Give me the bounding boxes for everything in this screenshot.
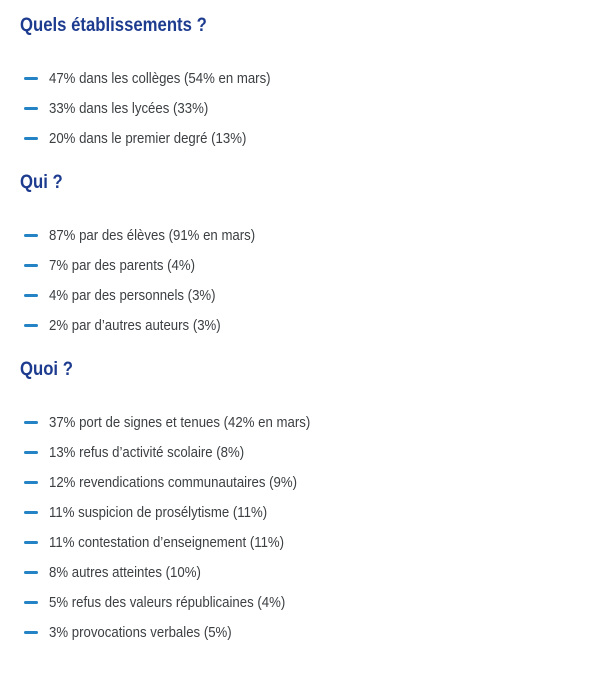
dash-bullet-icon <box>24 421 38 424</box>
dash-bullet-icon <box>24 77 38 80</box>
dash-bullet-icon <box>24 481 38 484</box>
section-title: Qui ? <box>20 170 592 196</box>
stat-text: 11% contestation d’enseignement (11%) <box>49 534 285 551</box>
section-title-text: Qui ? <box>20 172 63 193</box>
stat-text: 2% par d’autres auteurs (3%) <box>49 317 221 334</box>
dash-bullet-icon <box>24 451 38 454</box>
stat-text: 3% provocations verbales (5%) <box>49 624 232 641</box>
dash-bullet-icon <box>24 324 38 327</box>
stat-text: 20% dans le premier degré (13%) <box>49 130 247 147</box>
dash-bullet-icon <box>24 571 38 574</box>
list-item: 87% par des élèves (91% en mars) <box>20 228 592 243</box>
list-item: 33% dans les lycées (33%) <box>20 101 592 116</box>
section-title-text: Quels établissements ? <box>20 15 207 36</box>
section-title-text: Quoi ? <box>20 359 73 380</box>
stat-text: 13% refus d’activité scolaire (8%) <box>49 444 245 461</box>
dash-bullet-icon <box>24 601 38 604</box>
dash-bullet-icon <box>24 631 38 634</box>
stat-text: 12% revendications communautaires (9%) <box>49 474 297 491</box>
stat-text: 4% par des personnels (3%) <box>49 287 216 304</box>
list-item: 20% dans le premier degré (13%) <box>20 131 592 146</box>
list-item: 5% refus des valeurs républicaines (4%) <box>20 595 592 610</box>
dash-bullet-icon <box>24 294 38 297</box>
section-2: Qui ? 87% par des élèves (91% en mars) 7% … <box>20 170 592 333</box>
dash-bullet-icon <box>24 234 38 237</box>
dash-bullet-icon <box>24 137 38 140</box>
list-item: 4% par des personnels (3%) <box>20 288 592 303</box>
stat-list: 47% dans les collèges (54% en mars) 33% d… <box>20 71 592 146</box>
dash-bullet-icon <box>24 541 38 544</box>
list-item: 13% refus d’activité scolaire (8%) <box>20 445 592 460</box>
section-title: Quels établissements ? <box>20 13 592 39</box>
list-item: 47% dans les collèges (54% en mars) <box>20 71 592 86</box>
list-item: 11% contestation d’enseignement (11%) <box>20 535 592 550</box>
content: Quels établissements ? 47% dans les collè… <box>20 13 592 640</box>
stat-text: 33% dans les lycées (33%) <box>49 100 209 117</box>
section-3: Quoi ? 37% port de signes et tenues (42% … <box>20 357 592 640</box>
dash-bullet-icon <box>24 511 38 514</box>
list-item: 2% par d’autres auteurs (3%) <box>20 318 592 333</box>
list-item: 11% suspicion de prosélytisme (11%) <box>20 505 592 520</box>
list-item: 3% provocations verbales (5%) <box>20 625 592 640</box>
stat-text: 47% dans les collèges (54% en mars) <box>49 70 271 87</box>
stat-text: 7% par des parents (4%) <box>49 257 196 274</box>
stat-text: 37% port de signes et tenues (42% en mar… <box>49 414 311 431</box>
section-1: Quels établissements ? 47% dans les collè… <box>20 13 592 146</box>
section-title: Quoi ? <box>20 357 592 383</box>
list-item: 8% autres atteintes (10%) <box>20 565 592 580</box>
stat-text: 87% par des élèves (91% en mars) <box>49 227 256 244</box>
list-item: 37% port de signes et tenues (42% en mar… <box>20 415 592 430</box>
stat-text: 11% suspicion de prosélytisme (11%) <box>49 504 268 521</box>
list-item: 7% par des parents (4%) <box>20 258 592 273</box>
stat-text: 5% refus des valeurs républicaines (4%) <box>49 594 286 611</box>
stat-text: 8% autres atteintes (10%) <box>49 564 201 581</box>
stat-list: 37% port de signes et tenues (42% en mar… <box>20 415 592 640</box>
dash-bullet-icon <box>24 107 38 110</box>
list-item: 12% revendications communautaires (9%) <box>20 475 592 490</box>
dash-bullet-icon <box>24 264 38 267</box>
stat-list: 87% par des élèves (91% en mars) 7% par d… <box>20 228 592 333</box>
